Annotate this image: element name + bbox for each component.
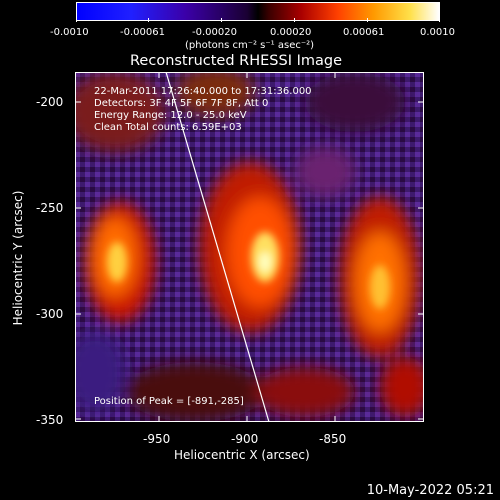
x-tick-label: -850 (319, 432, 347, 446)
colorbar-tick-label: 0.00020 (270, 27, 312, 38)
colorbar-tick-label: -0.00061 (120, 27, 165, 38)
colorbar-tick (148, 18, 149, 22)
colorbar (76, 2, 440, 21)
colorbar-tick-label: 0.00061 (343, 27, 385, 38)
y-tick-label: -200 (36, 95, 64, 109)
y-tick-label: -350 (36, 413, 64, 427)
x-axis-label: Heliocentric X (arcsec) (174, 448, 310, 462)
rhessi-image (75, 72, 424, 422)
colorbar-tick (294, 18, 295, 22)
colorbar-tick-label: 0.0010 (420, 27, 455, 38)
colorbar-tick-label: -0.00020 (192, 27, 237, 38)
colorbar-tick (221, 18, 222, 22)
x-tick-label: -900 (231, 432, 259, 446)
clean-counts-text: Clean Total counts: 6.59E+03 (94, 122, 242, 133)
detectors-text: Detectors: 3F 4F 5F 6F 7F 8F, Att 0 (94, 98, 269, 109)
energy-range-text: Energy Range: 12.0 - 25.0 keV (94, 110, 247, 121)
colorbar-tick (76, 18, 77, 22)
y-tick-label: -300 (36, 307, 64, 321)
time-range-text: 22-Mar-2011 17:26:40.000 to 17:31:36.000 (94, 86, 312, 97)
y-tick-label: -250 (36, 201, 64, 215)
x-tick-label: -950 (143, 432, 171, 446)
timestamp: 10-May-2022 05:21 (366, 483, 494, 498)
colorbar-tick (367, 18, 368, 22)
y-axis-label: Heliocentric Y (arcsec) (11, 190, 25, 326)
colorbar-tick (439, 18, 440, 22)
colorbar-unit-label: (photons cm⁻² s⁻¹ asec⁻²) (185, 40, 315, 51)
peak-position-text: Position of Peak = [-891,-285] (94, 396, 244, 407)
colorbar-tick-label: -0.0010 (50, 27, 89, 38)
image-title: Reconstructed RHESSI Image (130, 53, 343, 69)
